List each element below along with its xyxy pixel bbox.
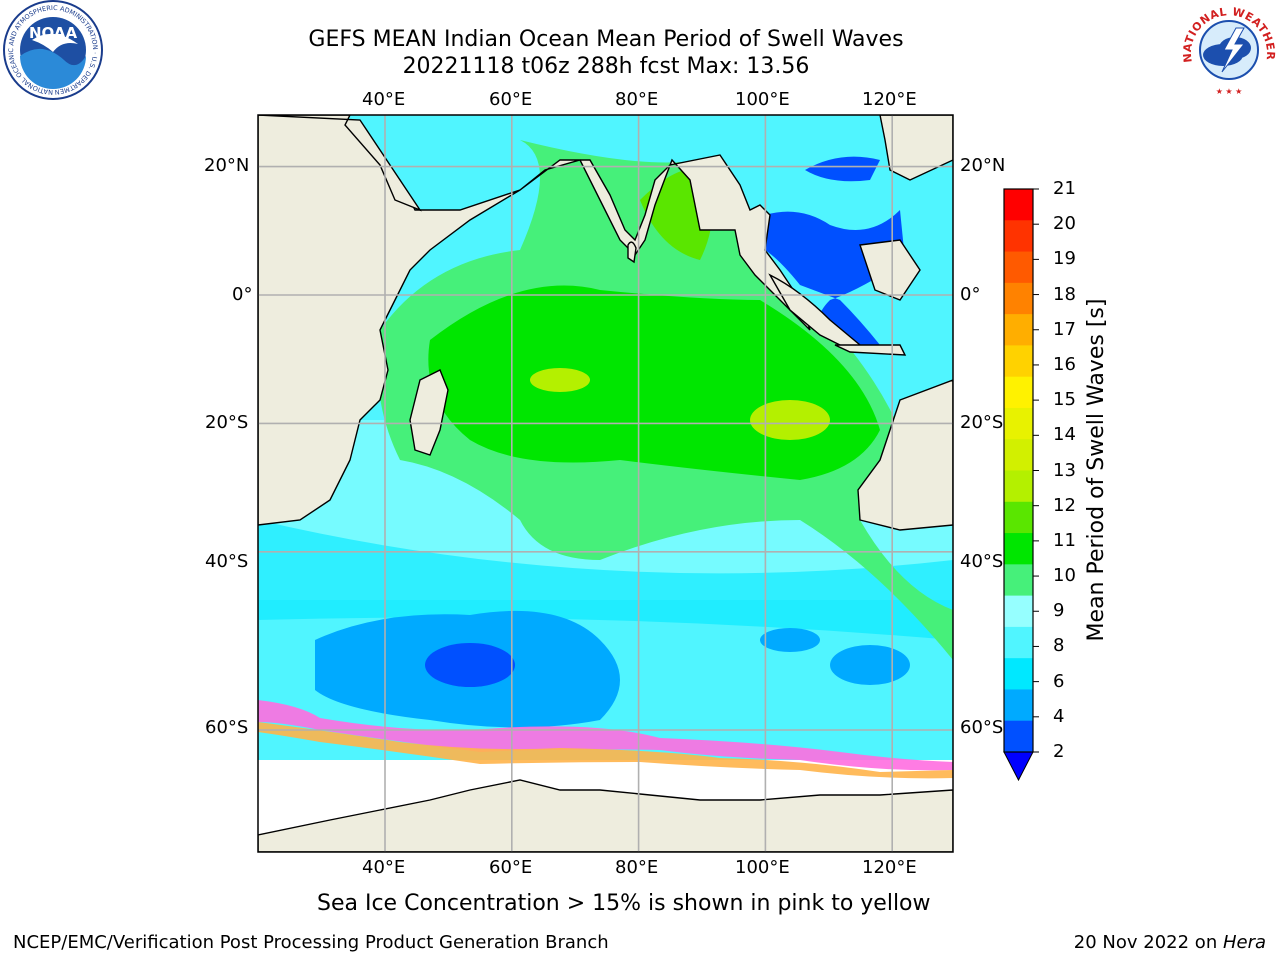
colorbar-segment [1004,689,1033,722]
swell-field-12s-west [530,368,590,392]
colorbar-segment [1004,470,1033,503]
colorbar-tick-label: 19 [1053,248,1076,270]
landmass-antarctica [258,779,953,852]
landmass-arabia-outline [258,115,422,212]
colorbar-segment [1004,533,1033,565]
colorbar-segment [1004,220,1033,253]
map-layers [258,115,953,852]
colorbar-segment [1004,189,1033,221]
footer-host: Hera [1222,932,1266,953]
colorbar-segment [1004,407,1033,440]
colorbar-tick-label: 20 [1053,213,1076,235]
footer-organization: NCEP/EMC/Verification Post Processing Pr… [13,932,609,953]
lon-label-bottom-80e: 80°E [615,857,659,878]
lon-label-top-40e: 40°E [362,89,406,110]
landmass-australia [857,379,953,531]
colorbar-segment [1004,314,1033,346]
swell-field-12s [750,400,830,440]
landmass-java [834,344,907,356]
colorbar-tick-label: 16 [1053,353,1076,375]
lat-label-right-0: 0° [960,284,981,305]
map-title: GEFS MEAN Indian Ocean Mean Period of Sw… [308,27,904,52]
nws-logo: NATIONAL WEATHER SERVICE ★ ★ ★ [1178,0,1277,98]
colorbar-tick-label: 18 [1053,283,1076,305]
colorbar-segment [1004,720,1033,753]
noaa-logo: NATIONAL OCEANIC AND ATMOSPHERIC ADMINIS… [2,0,103,100]
colorbar-tick-label: 11 [1053,529,1076,551]
colorbar-segment [1004,626,1033,659]
lat-label-left-60s: 60°S [205,717,249,738]
colorbar-tick-label: 17 [1053,318,1076,340]
colorbar-tick-label: 10 [1053,565,1076,587]
ocean-band-south [258,520,953,640]
lat-label-right-20n: 20°N [960,155,1006,176]
lon-label-bottom-40e: 40°E [362,857,406,878]
lon-label-top-60e: 60°E [489,89,533,110]
colorbar-segment [1004,439,1033,471]
colorbar-segment [1004,376,1033,409]
sea-ice-edge-pink [258,700,953,771]
swell-field-4-6s-east [830,645,910,685]
colorbar-segment [1004,345,1033,378]
colorbar-tick-label: 14 [1053,424,1076,446]
colorbar-segment [1004,282,1033,315]
colorbar-segment [1004,564,1033,597]
south-china-sea-short-period [805,156,880,182]
map-frame [257,114,954,853]
colorbar-tick-label: 9 [1053,600,1065,622]
lon-label-bottom-120e: 120°E [862,857,917,878]
landmass-east-asia [879,115,953,181]
colorbar-tick-label: 15 [1053,389,1076,411]
lat-label-left-20n: 20°N [204,155,250,176]
colorbar-tick-label: 2 [1053,741,1065,762]
colorbar-tick-label: 13 [1053,459,1076,481]
lon-label-top-80e: 80°E [615,89,659,110]
colorbar-tick-label: 12 [1053,494,1076,516]
colorbar-tick-label: 6 [1053,670,1065,692]
lat-label-right-40s: 40°S [960,551,1004,572]
lon-label-top-100e: 100°E [735,89,790,110]
lat-label-left-40s: 40°S [205,551,249,572]
landmass-borneo [859,239,921,301]
lat-label-right-60s: 60°S [960,717,1004,738]
swell-field-2-4s [425,643,515,687]
colorbar-tick-label: 4 [1053,705,1065,727]
footer-date: 20 Nov 2022 on Hera [1074,933,1266,953]
landmass-sri-lanka [627,241,637,264]
swell-field-4-6s-mid [760,628,820,652]
noaa-logo-text: NOAA [29,24,78,42]
footer-date-text: 20 Nov 2022 on [1073,932,1223,953]
lon-label-top-120e: 120°E [862,89,917,110]
colorbar-under-arrow [1003,751,1034,782]
colorbar-segment [1004,595,1033,628]
lon-label-bottom-100e: 100°E [735,857,790,878]
graticule [258,115,953,852]
colorbar-segment [1004,501,1033,534]
sea-ice-note: Sea Ice Concentration > 15% is shown in … [317,891,931,916]
lon-label-bottom-60e: 60°E [489,857,533,878]
colorbar-tick-label: 8 [1053,635,1065,657]
lat-label-left-0: 0° [232,284,253,305]
svg-text:★ ★ ★: ★ ★ ★ [1216,87,1243,96]
landmass-madagascar [409,369,449,456]
lat-label-right-20s: 20°S [960,412,1004,433]
colorbar-segment [1004,658,1033,690]
colorbar-label: Mean Period of Swell Waves [s] [1084,298,1109,642]
colorbar-segment [1004,251,1033,284]
sea-ice-edge-orange [258,722,953,779]
lat-label-left-20s: 20°S [205,412,249,433]
colorbar-tick-label: 21 [1053,178,1076,199]
map-subtitle: 20221118 t06z 288h fcst Max: 13.56 [402,54,810,79]
